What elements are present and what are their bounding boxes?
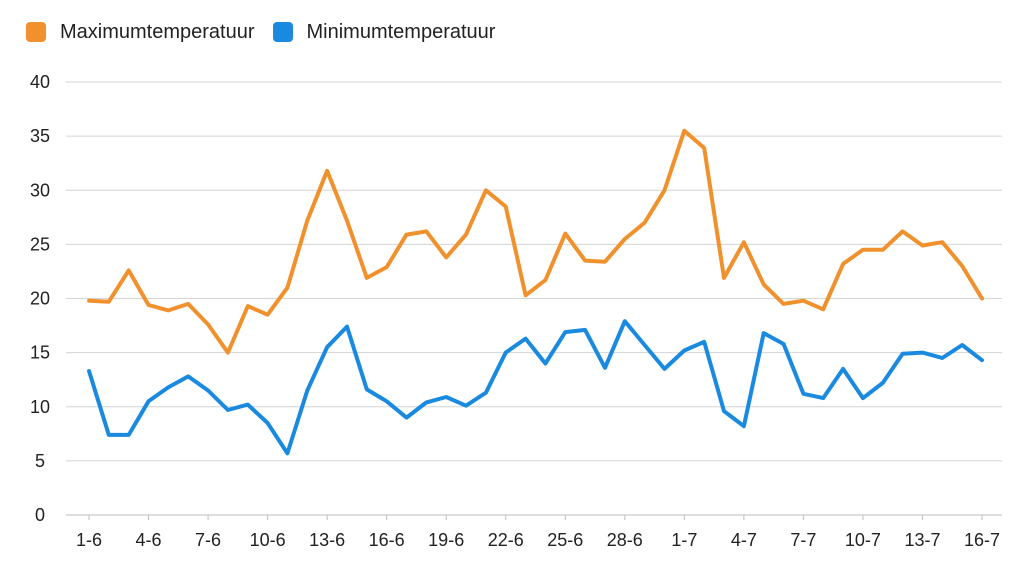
x-tick-label: 10-7 <box>845 530 881 550</box>
x-tick-label: 22-6 <box>488 530 524 550</box>
y-tick-label: 0 <box>35 505 45 525</box>
y-tick-label: 25 <box>30 234 50 254</box>
legend-label-max: Maximumtemperatuur <box>60 20 255 43</box>
y-tick-label: 5 <box>35 451 45 471</box>
x-tick-label: 13-6 <box>309 530 345 550</box>
x-tick-label: 4-7 <box>731 530 757 550</box>
x-tick-label: 19-6 <box>428 530 464 550</box>
x-tick-label: 1-7 <box>671 530 697 550</box>
legend-item-min[interactable]: Minimumtemperatuur <box>272 20 496 44</box>
series-line-min <box>87 319 984 456</box>
series-line-max <box>87 128 984 355</box>
x-tick-label: 7-6 <box>195 530 221 550</box>
x-tick-label: 16-7 <box>964 530 1000 550</box>
legend-label-min: Minimumtemperatuur <box>306 20 496 43</box>
y-tick-label: 20 <box>30 289 50 309</box>
x-tick-label: 13-7 <box>904 530 940 550</box>
x-tick-label: 25-6 <box>547 530 583 550</box>
y-tick-label: 40 <box>30 72 50 92</box>
legend-swatch-max <box>26 22 46 42</box>
x-tick-label: 10-6 <box>250 530 286 550</box>
x-tick-label: 28-6 <box>607 530 643 550</box>
y-tick-label: 15 <box>30 343 50 363</box>
x-tick-label: 1-6 <box>76 530 102 550</box>
x-tick-label: 7-7 <box>790 530 816 550</box>
x-tick-label: 16-6 <box>369 530 405 550</box>
legend-item-max[interactable]: Maximumtemperatuur <box>26 21 255 44</box>
x-tick-label: 4-6 <box>136 530 162 550</box>
y-tick-label: 10 <box>30 397 50 417</box>
y-tick-label: 35 <box>30 126 50 146</box>
chart-legend: Maximumtemperatuur Minimumtemperatuur <box>26 18 495 46</box>
legend-swatch-min <box>272 22 293 42</box>
y-tick-label: 30 <box>30 180 50 200</box>
